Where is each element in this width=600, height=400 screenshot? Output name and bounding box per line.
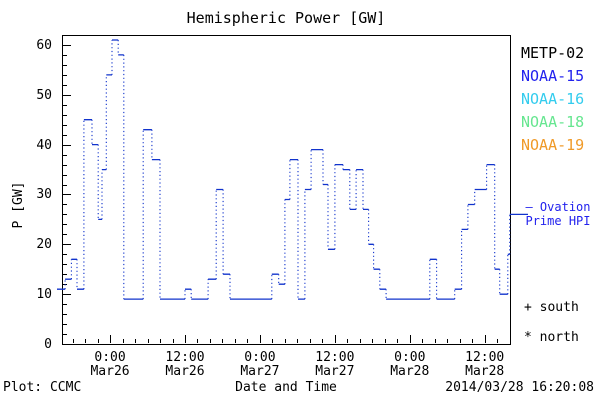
legend-entry-metp-02: METP-02 [521, 44, 585, 62]
south-marker-label: + south [524, 300, 579, 315]
ovation-prime-hpi-label: – Ovation Prime HPI [517, 200, 599, 228]
x-axis-title: Date and Time [235, 380, 337, 395]
legend-entry-noaa-19: NOAA-19 [521, 136, 585, 154]
y-tick-label: 20 [36, 237, 52, 253]
x-tick-label: 12:00 Mar26 [165, 350, 205, 379]
plot-credit: Plot: CCMC [3, 380, 82, 395]
x-tick-label: 0:00 Mar27 [240, 350, 280, 379]
legend-entry-noaa-18: NOAA-18 [521, 113, 585, 131]
y-tick-label: 10 [36, 287, 52, 303]
ovation-label-line1: – Ovation [525, 200, 591, 214]
legend-entry-noaa-15: NOAA-15 [521, 67, 585, 85]
chart-title: Hemispheric Power [GW] [186, 9, 386, 27]
x-tick-label: 0:00 Mar26 [90, 350, 130, 379]
legend-entry-noaa-16: NOAA-16 [521, 90, 585, 108]
north-marker-label: * north [524, 330, 579, 345]
y-tick-label: 60 [36, 37, 52, 53]
plot-timestamp: 2014/03/28 16:20:08 [445, 380, 594, 395]
y-tick-label: 30 [36, 187, 52, 203]
ovation-label-line2: Prime HPI [525, 214, 591, 228]
x-tick-label: 0:00 Mar28 [390, 350, 430, 379]
x-tick-label: 12:00 Mar28 [465, 350, 505, 379]
y-tick-label: 0 [44, 337, 52, 352]
y-tick-label: 40 [36, 137, 52, 153]
y-tick-label: 50 [36, 87, 52, 103]
x-tick-label: 12:00 Mar27 [315, 350, 355, 379]
